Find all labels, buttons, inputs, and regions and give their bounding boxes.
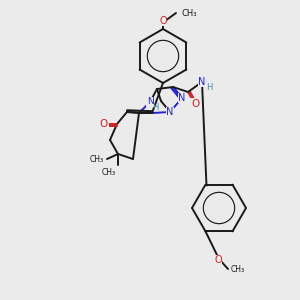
- Text: O: O: [214, 255, 222, 265]
- Text: CH₃: CH₃: [181, 10, 197, 19]
- Text: O: O: [100, 119, 108, 129]
- Text: O: O: [191, 99, 199, 109]
- Text: CH₃: CH₃: [90, 154, 104, 164]
- Text: O: O: [100, 119, 108, 129]
- Text: CH₃: CH₃: [102, 168, 116, 177]
- Text: H: H: [206, 82, 212, 91]
- Text: H: H: [152, 103, 158, 112]
- Text: N: N: [198, 77, 206, 87]
- Text: O: O: [159, 16, 167, 26]
- Text: CH₃: CH₃: [231, 266, 245, 274]
- Text: N: N: [166, 107, 174, 117]
- Text: N: N: [178, 93, 186, 103]
- Text: N: N: [147, 98, 153, 106]
